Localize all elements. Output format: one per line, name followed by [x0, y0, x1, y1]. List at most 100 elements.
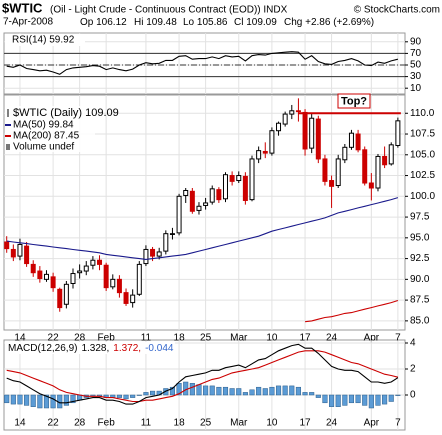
histogram-bar — [209, 385, 215, 396]
x-tick-label: 10 — [266, 333, 278, 344]
panel-title: RSI(14) 59.92 — [12, 35, 75, 46]
candle-body — [57, 288, 63, 309]
y-tick-label: 107.5 — [410, 129, 435, 140]
y-tick-label: 50 — [410, 60, 422, 71]
histogram-bar — [136, 394, 142, 396]
candle-body — [163, 233, 169, 252]
candle-body — [229, 175, 235, 182]
y-tick-label: 30 — [410, 71, 422, 82]
legend-entry: Volume undef — [13, 142, 74, 153]
histogram-bar — [203, 385, 209, 396]
histogram-bar — [322, 394, 328, 404]
legend-bg — [5, 106, 95, 152]
y-tick-label: 4 — [410, 338, 416, 349]
histogram-bar — [169, 386, 175, 396]
histogram-bar — [17, 394, 23, 405]
series-line — [6, 51, 399, 75]
y-tick-label: 85.0 — [410, 316, 430, 327]
candle-body — [63, 283, 69, 305]
candle-body — [256, 150, 262, 160]
candle-body — [282, 113, 288, 125]
x-tick-label: 28 — [74, 418, 86, 429]
x-tick-label: 11 — [141, 333, 152, 344]
x-tick-label: 24 — [326, 418, 338, 429]
series-line — [6, 350, 399, 403]
title-part: 1.328, — [81, 343, 109, 354]
histogram-bar — [216, 386, 222, 396]
candle-body — [169, 233, 175, 235]
quote: Op 106.12 Hi 109.48 Lo 105.86 Cl 109.09 … — [80, 17, 374, 28]
candle-body — [395, 120, 401, 146]
title-part: 1.372, — [113, 343, 141, 354]
candle-body — [335, 158, 341, 187]
histogram-bar — [382, 394, 388, 405]
histogram-bar — [362, 394, 368, 406]
candle-body — [150, 248, 156, 257]
histogram-bar — [70, 394, 76, 404]
histogram-bar — [295, 386, 301, 396]
histogram-bar — [335, 394, 341, 407]
candle-body — [375, 155, 381, 189]
histogram-bar — [10, 394, 16, 405]
candle-body — [30, 263, 36, 274]
y-tick-label: 90.0 — [410, 274, 430, 285]
histogram-bar — [24, 394, 30, 406]
title-part: MACD(12,26,9) — [8, 343, 77, 354]
x-tick-label: 14 — [14, 333, 26, 344]
x-tick-label: Apr — [364, 333, 380, 344]
candle-body — [156, 251, 162, 257]
legend-bg — [5, 342, 175, 354]
candle-body — [130, 294, 136, 304]
histogram-bar — [236, 388, 242, 396]
candle-body — [222, 174, 228, 200]
histogram-bar — [329, 394, 335, 407]
candle-body — [136, 263, 142, 295]
y-tick-label: 97.5 — [410, 212, 430, 223]
candle-body — [309, 117, 315, 149]
y-tick-label: 0 — [410, 390, 416, 401]
histogram-bar — [189, 383, 195, 396]
histogram-bar — [342, 394, 348, 406]
annotation-box — [337, 93, 371, 109]
x-tick-label: 7 — [395, 333, 401, 344]
histogram-bar — [275, 385, 282, 396]
legend-entry: MA(200) 87.45 — [13, 131, 80, 142]
candle-body — [322, 158, 328, 182]
source: © StockCharts.com — [354, 5, 440, 16]
histogram-bar — [163, 388, 169, 396]
description: (Oil - Light Crude - Continuous Contract… — [50, 5, 288, 16]
y-tick-label: 10 — [410, 83, 422, 94]
histogram-bar — [30, 394, 36, 407]
candle-body — [10, 248, 16, 258]
legend-swatch — [6, 144, 10, 150]
candle-body — [329, 180, 335, 187]
histogram-bar — [176, 383, 182, 396]
histogram-bar — [355, 394, 361, 404]
y-tick-label: 2 — [410, 364, 416, 375]
x-tick-label: 25 — [200, 418, 212, 429]
candle-body — [189, 190, 195, 212]
quote-item: Hi 109.48 — [134, 17, 177, 28]
y-tick-label: 70 — [410, 48, 422, 59]
legend-title: $WTIC (Daily) 109.09 — [13, 107, 119, 119]
histogram-bar — [150, 390, 156, 396]
candle-body — [276, 122, 282, 132]
histogram-bar — [222, 386, 229, 396]
candle-body — [183, 189, 189, 196]
candle-body — [24, 245, 30, 265]
candle-body — [342, 146, 348, 161]
quote-item: Lo 105.86 — [183, 17, 228, 28]
histogram-bar — [143, 392, 149, 396]
histogram-bar — [388, 394, 394, 402]
date: 7-Apr-2008 — [3, 17, 53, 28]
candle-body — [315, 118, 321, 160]
histogram-bar — [395, 394, 401, 396]
candle-body — [362, 149, 368, 184]
histogram-bar — [375, 394, 381, 406]
candle-body — [249, 158, 255, 201]
candle-body — [123, 292, 129, 304]
candle-body — [17, 243, 23, 257]
series-line — [6, 343, 399, 405]
histogram-bar — [242, 392, 248, 396]
